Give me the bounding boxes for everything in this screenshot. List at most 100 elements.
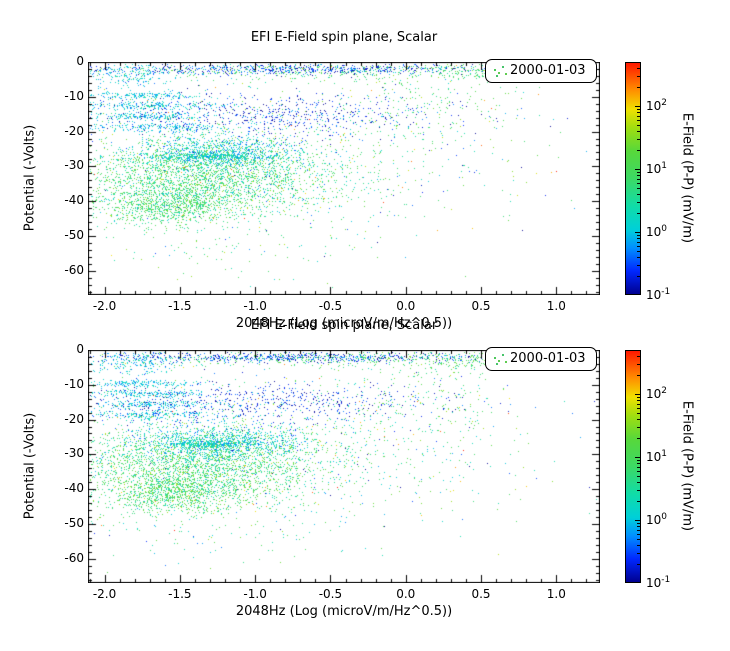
colorbar-minor-tick <box>637 112 640 113</box>
colorbar-minor-tick <box>637 276 640 277</box>
colorbar-minor-tick <box>637 194 640 195</box>
y-axis-label: Potential (-Volts) <box>22 412 38 520</box>
colorbar-minor-tick <box>637 467 640 468</box>
colorbar-minor-tick <box>637 265 640 266</box>
x-tick-label: 1.0 <box>546 299 566 313</box>
plot-area: 2000-01-03 <box>88 347 600 583</box>
x-tick-label: -2.0 <box>92 587 117 601</box>
colorbar-minor-tick <box>637 501 640 502</box>
y-tick-label: 0 <box>76 54 84 68</box>
colorbar-tick-label: 100 <box>646 224 668 240</box>
colorbar-minor-tick <box>637 545 640 546</box>
legend-box: 2000-01-03 <box>485 347 597 371</box>
colorbar-minor-tick <box>637 179 640 180</box>
x-tick-label: -1.5 <box>168 587 192 601</box>
x-tick-label: 0.0 <box>396 299 416 313</box>
colorbar-minor-tick <box>637 419 640 420</box>
colorbar-tick <box>635 582 640 583</box>
y-tick-label: -60 <box>64 262 84 277</box>
y-tick-label: -20 <box>64 123 84 138</box>
colorbar-minor-tick <box>637 471 640 472</box>
plot-area: 2000-01-03 <box>88 59 600 295</box>
y-tick-label: -50 <box>64 515 84 530</box>
colorbar-minor-tick <box>637 150 640 151</box>
x-tick-label: 0.0 <box>396 587 416 601</box>
colorbar-minor-tick <box>637 257 640 258</box>
colorbar-minor-tick <box>637 120 640 121</box>
colorbar-minor-tick <box>637 87 640 88</box>
panel-top: EFI E-Field spin plane, Scalar Potential… <box>22 30 695 331</box>
y-tick-label: -30 <box>64 446 84 461</box>
chart-title: EFI E-Field spin plane, Scalar <box>250 30 438 45</box>
colorbar-minor-tick <box>637 131 640 132</box>
colorbar-minor-tick <box>637 404 640 405</box>
colorbar-minor-tick <box>637 490 640 491</box>
colorbar-minor-tick <box>637 463 640 464</box>
x-axis-label: 2048Hz (Log (microV/m/Hz^0.5)) <box>235 604 453 619</box>
colorbar-minor-tick <box>637 139 640 140</box>
colorbar-minor-tick <box>637 413 640 414</box>
colorbar-minor-tick <box>637 553 640 554</box>
colorbar-tick-label: 100 <box>646 512 668 528</box>
colorbar-title: E-Field (P-P) (mV/m) <box>679 112 695 244</box>
x-tick-label: -0.5 <box>318 587 343 601</box>
colorbar-minor-tick <box>637 251 640 252</box>
colorbar-minor-tick <box>637 125 640 126</box>
colorbar-minor-tick <box>637 68 640 69</box>
colorbar-minor-tick <box>637 175 640 176</box>
colorbar-minor-tick <box>637 438 640 439</box>
colorbar-tick-label: 101 <box>646 449 668 465</box>
legend-symbol-dots <box>494 69 496 71</box>
x-tick-label: -0.5 <box>318 299 343 313</box>
colorbar-tick <box>635 294 640 295</box>
colorbar-tick-label: 101 <box>646 161 668 177</box>
scatter-plot-canvas <box>88 350 600 583</box>
x-axis-label: 2048Hz (Log (microV/m/Hz^0.5)) <box>235 316 453 331</box>
colorbar-minor-tick <box>637 202 640 203</box>
x-tick-label: -2.0 <box>92 299 117 313</box>
colorbar-tick <box>635 169 640 170</box>
colorbar-minor-tick <box>637 188 640 189</box>
y-tick-label: -30 <box>64 158 84 173</box>
colorbar-minor-tick <box>637 564 640 565</box>
legend-label: 2000-01-03 <box>510 351 586 366</box>
colorbar-tick <box>635 394 640 395</box>
scatter-plot-canvas <box>88 62 600 295</box>
colorbar-tick-label: 102 <box>646 98 668 114</box>
y-tick-label: -40 <box>64 193 84 208</box>
colorbar-minor-tick <box>637 76 640 77</box>
x-tick-label: 1.0 <box>546 587 566 601</box>
colorbar-minor-tick <box>637 530 640 531</box>
y-axis-label: Potential (-Volts) <box>22 124 38 232</box>
chart-title: EFI E-Field spin plane, Scalar <box>250 318 438 333</box>
colorbar-title: E-Field (P-P) (mV/m) <box>679 400 695 532</box>
colorbar-minor-tick <box>637 526 640 527</box>
colorbar-minor-tick <box>637 62 640 63</box>
x-tick-label: 0.5 <box>471 299 491 313</box>
y-tick-label: -10 <box>64 376 84 391</box>
colorbar-tick <box>635 232 640 233</box>
colorbar-minor-tick <box>637 116 640 117</box>
legend-symbol-dots <box>494 357 496 359</box>
colorbar-minor-tick <box>637 375 640 376</box>
colorbar-minor-tick <box>637 109 640 110</box>
colorbar-tick <box>635 520 640 521</box>
panel-bottom: EFI E-Field spin plane, Scalar Potential… <box>0 288 730 623</box>
colorbar-minor-tick <box>637 408 640 409</box>
x-tick-label: -1.0 <box>243 299 267 313</box>
colorbar-minor-tick <box>637 246 640 247</box>
colorbar-minor-tick <box>637 523 640 524</box>
colorbar-minor-tick <box>637 364 640 365</box>
x-tick-label: 0.5 <box>471 587 491 601</box>
y-tick-label: -20 <box>64 411 84 426</box>
colorbar-minor-tick <box>637 172 640 173</box>
colorbar-tick-label: 10-1 <box>646 575 671 590</box>
colorbar-minor-tick <box>637 482 640 483</box>
colorbar-minor-tick <box>637 427 640 428</box>
colorbar-tick-label: 102 <box>646 386 668 402</box>
y-tick-label: -40 <box>64 481 84 496</box>
y-tick-label: -60 <box>64 550 84 565</box>
colorbar-minor-tick <box>637 235 640 236</box>
colorbar-tick <box>635 106 640 107</box>
